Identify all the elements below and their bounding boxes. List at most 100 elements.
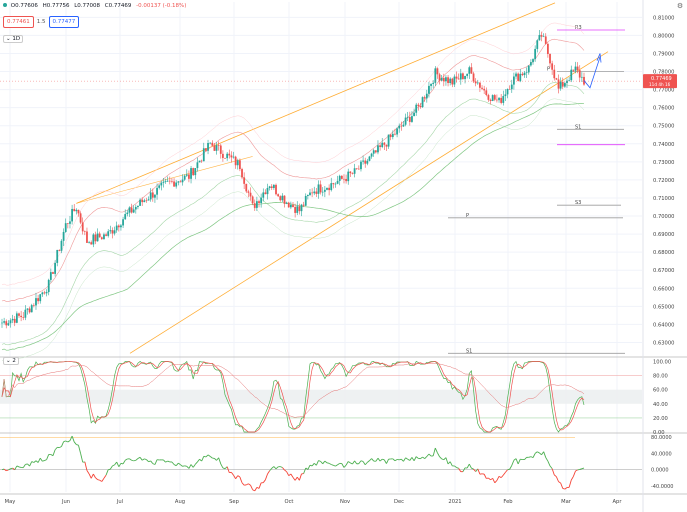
candle-body (360, 161, 362, 170)
momentum-segment (267, 470, 271, 475)
momentum-segment (112, 464, 115, 467)
gear-icon[interactable]: ⚙ (676, 3, 684, 10)
candle-body (266, 188, 269, 195)
candle-body (166, 180, 169, 182)
momentum-segment (86, 470, 90, 475)
momentum-segment (441, 458, 444, 461)
price-tick-label: 0.78000 (653, 70, 674, 76)
momentum-segment (409, 457, 413, 461)
candle-body (198, 160, 201, 163)
momentum-segment (492, 478, 496, 483)
momentum-segment (184, 465, 187, 467)
candle-body (224, 157, 226, 159)
momentum-segment (163, 459, 166, 463)
quote-row: 0.77461 1.5 0.77477 (3, 15, 80, 29)
candle-body (217, 145, 220, 146)
close-value: C0.77469 (104, 3, 132, 9)
candle-body (96, 233, 99, 242)
stoch-tick-label: 60.00 (653, 388, 668, 394)
candle-body (249, 192, 252, 197)
projection-arrow-icon (596, 53, 602, 63)
momentum-segment (88, 473, 92, 479)
momentum-segment (579, 468, 583, 470)
momentum-segment (445, 457, 449, 465)
candle-body (71, 208, 73, 222)
candle-body (264, 192, 267, 195)
candle-body (241, 169, 243, 178)
momentum-segment (311, 463, 315, 467)
stoch-indicator-toggle[interactable]: ⌄ 2 (3, 357, 19, 365)
candle-body (370, 153, 373, 157)
candle-body (415, 104, 418, 113)
channel-upper-line (76, 2, 556, 204)
momentum-segment (31, 461, 35, 463)
momentum-segment (239, 476, 243, 483)
candle-body (86, 231, 88, 243)
momentum-segment (182, 465, 185, 467)
time-tick-label: Oct (285, 499, 294, 505)
ohlc-legend: O0.77606 H0.77756 L0.77008 C0.77469 -0.0… (3, 3, 189, 9)
momentum-segment (564, 487, 568, 490)
candle-body (387, 134, 390, 147)
candle-body (472, 73, 475, 82)
candle-body (468, 67, 471, 74)
candle-body (24, 309, 27, 318)
momentum-segment (61, 441, 65, 447)
momentum-segment (280, 466, 283, 468)
momentum-segment (273, 466, 277, 470)
momentum-segment (233, 475, 237, 479)
upper-band-line (1, 38, 585, 302)
momentum-segment (214, 458, 217, 461)
candle-body (255, 201, 258, 208)
candle-body (470, 67, 473, 74)
candle-body (292, 204, 294, 208)
candle-body (362, 160, 364, 162)
pivot-label: P (466, 213, 469, 219)
momentum-segment (95, 477, 98, 480)
candle-body (306, 195, 309, 197)
momentum-segment (133, 459, 136, 462)
time-tick-label: May (5, 499, 16, 505)
candle-body (289, 204, 292, 208)
candle-body (143, 200, 146, 203)
candle-body (77, 209, 80, 214)
momentum-segment (22, 464, 26, 468)
price-tick-label: 0.73000 (653, 160, 674, 166)
candle-body (28, 308, 31, 313)
momentum-segment (315, 460, 319, 466)
candle-body (430, 83, 432, 86)
buy-button[interactable]: 0.77477 (48, 16, 80, 28)
candle-body (113, 230, 116, 234)
momentum-segment (534, 451, 538, 454)
momentum-segment (475, 468, 479, 472)
momentum-segment (428, 453, 432, 457)
sell-button[interactable]: 0.77461 (3, 16, 34, 28)
candle-body (168, 180, 171, 182)
momentum-segment (250, 485, 254, 490)
momentum-segment (401, 458, 404, 462)
momentum-segment (286, 471, 290, 476)
candle-body (162, 181, 165, 183)
momentum-segment (558, 481, 561, 484)
momentum-segment (313, 462, 317, 466)
momentum-segment (78, 445, 82, 454)
candle-body (94, 234, 97, 242)
candle-body (525, 72, 528, 74)
price-tick-label: 0.71000 (653, 196, 674, 202)
momentum-segment (188, 464, 192, 469)
momentum-segment (405, 457, 408, 460)
outer-lower-band-line (1, 98, 585, 362)
candle-body (245, 183, 248, 192)
momentum-segment (572, 470, 576, 477)
time-tick-label: Apr (613, 499, 623, 505)
candle-body (190, 168, 192, 179)
indicator-toggle[interactable]: ⌄ 1D (3, 35, 24, 43)
candle-body (421, 97, 424, 108)
candle-body (419, 105, 422, 108)
momentum-segment (180, 464, 183, 467)
candle-body (561, 81, 564, 87)
candle-body (222, 153, 224, 158)
candle-body (171, 181, 173, 182)
candle-body (192, 168, 195, 176)
